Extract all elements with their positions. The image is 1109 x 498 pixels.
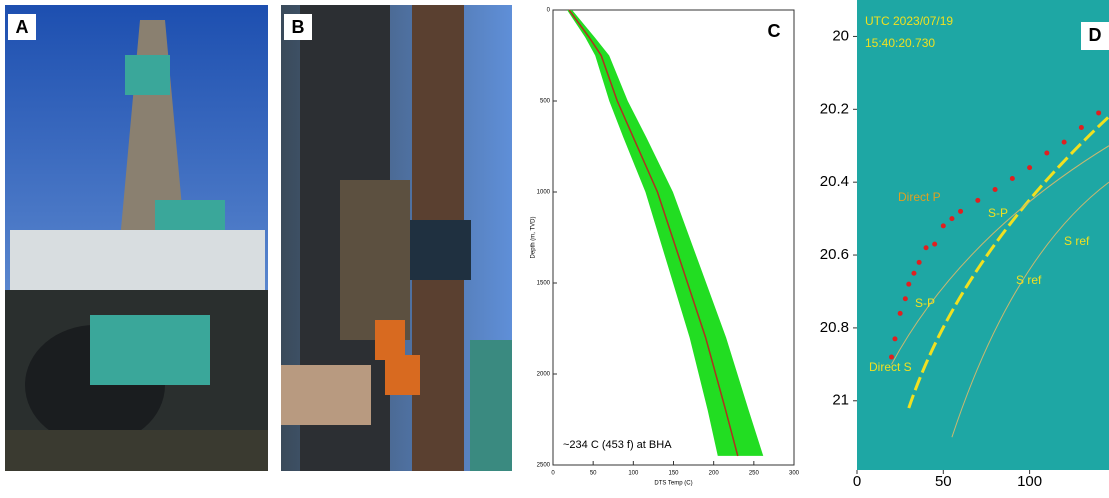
data-spread [567,10,764,456]
y-tick-label: 21 [832,392,849,409]
p-pick [1061,139,1067,145]
photo-b [281,5,512,471]
p-pick [940,223,946,229]
y-tick-label: 2500 [537,463,551,469]
x-tick-label: 100 [1017,473,1042,490]
x-tick-label: 250 [749,471,760,477]
panel-label-box [284,14,312,40]
temperature-line [568,9,739,457]
seismic-image [857,0,1109,470]
annotation: 15:40:20.730 [865,36,935,50]
panel-label: C [768,21,781,41]
x-tick-label: 100 [628,471,639,477]
x-tick-label: 300 [789,471,800,477]
x-tick-label: 50 [590,471,597,477]
p-pick [1027,165,1033,171]
y-tick-label: 20.2 [820,100,849,117]
panel-label-box [1081,22,1109,50]
y-tick-label: 20.6 [820,246,849,263]
panel-label: A [16,17,29,37]
x-axis-label: DTS Temp (C) [654,481,692,487]
y-tick-label: 500 [540,99,551,105]
y-tick-label: 1500 [537,281,551,287]
annotation: UTC 2023/07/19 [865,14,953,28]
p-pick [949,216,955,222]
p-pick [1009,176,1015,182]
x-tick-label: 0 [551,471,555,477]
p-pick [1078,125,1084,131]
p-pick [992,186,998,192]
annotation: S ref [1064,234,1090,248]
p-pick [1044,150,1050,156]
p-pick [902,296,908,302]
panel-label: B [292,17,305,37]
panel-label-box [8,14,36,40]
annotation: Direct S [869,360,912,374]
annotation: ~234 C (453 f) at BHA [563,439,672,451]
p-pick [923,245,929,251]
y-tick-label: 20.8 [820,319,849,336]
annotation: S-P [988,206,1008,220]
x-tick-label: 200 [709,471,720,477]
reflection [891,145,1109,365]
p-pick [958,208,964,214]
panel-label: D [1089,25,1102,45]
photo-a [5,5,268,471]
y-tick-label: 20 [832,27,849,44]
y-tick-label: 20.4 [820,173,849,190]
p-pick [892,336,898,342]
y-tick-label: 2000 [537,372,551,378]
x-tick-label: 0 [853,473,861,490]
p-pick [897,310,903,316]
p-pick [906,281,912,287]
p-pick [975,197,981,203]
p-pick [1096,110,1102,116]
y-axis-label: Depth (m, TVD) [531,217,537,259]
p-pick [889,354,895,360]
p-pick [932,241,938,247]
p-pick [911,270,917,276]
x-tick-label: 50 [935,473,952,490]
y-tick-label: 1000 [537,190,551,196]
annotation: Direct P [898,190,941,204]
annotation: S-P [915,296,935,310]
y-tick-label: 0 [547,8,551,14]
p-pick [916,259,922,265]
direct-s-arrival [907,115,1109,409]
reflection [951,181,1109,438]
annotation: S ref [1016,273,1042,287]
x-tick-label: 150 [668,471,679,477]
